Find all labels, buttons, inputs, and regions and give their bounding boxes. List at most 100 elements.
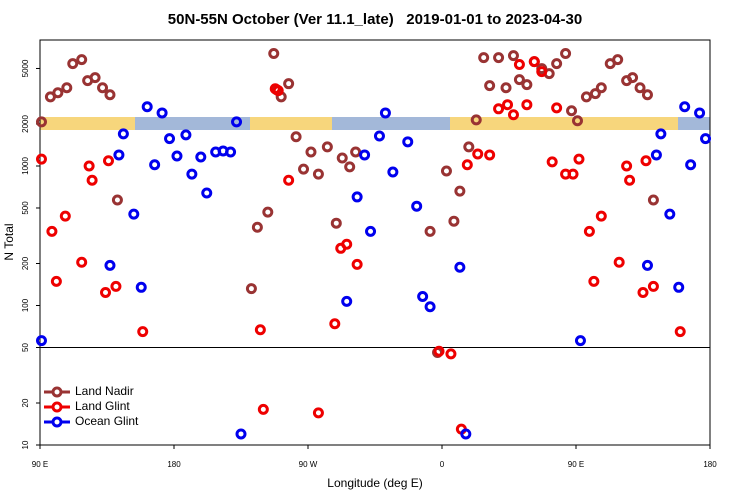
point xyxy=(195,151,207,163)
y-tick-label: 5000 xyxy=(21,59,30,77)
point xyxy=(513,58,525,70)
point xyxy=(588,275,600,287)
point xyxy=(424,301,436,313)
point xyxy=(283,78,295,90)
point xyxy=(180,129,192,141)
point xyxy=(641,89,653,101)
point xyxy=(373,130,385,142)
x-tick-label: 180 xyxy=(703,460,717,469)
point xyxy=(566,105,578,117)
point xyxy=(433,345,445,357)
point xyxy=(341,238,353,250)
x-tick-label: 0 xyxy=(440,460,445,469)
point xyxy=(440,165,452,177)
point xyxy=(351,258,363,270)
point xyxy=(402,136,414,148)
point xyxy=(493,52,505,64)
point xyxy=(507,50,519,62)
point xyxy=(341,295,353,307)
point xyxy=(454,185,466,197)
point xyxy=(536,66,548,78)
y-tick-label: 1000 xyxy=(21,157,30,175)
point xyxy=(573,153,585,165)
point xyxy=(171,150,183,162)
point xyxy=(359,149,371,161)
point xyxy=(336,152,348,164)
point xyxy=(231,116,243,128)
point xyxy=(35,335,47,347)
legend-label: Land Nadir xyxy=(75,384,134,398)
point xyxy=(97,82,109,94)
x-tick-label: 180 xyxy=(167,460,181,469)
point xyxy=(35,116,47,128)
point xyxy=(612,54,624,66)
point xyxy=(679,101,691,113)
point xyxy=(344,161,356,173)
point xyxy=(111,194,123,206)
x-tick-label: 90 E xyxy=(568,460,584,469)
point xyxy=(156,107,168,119)
point xyxy=(365,225,377,237)
point xyxy=(312,407,324,419)
point xyxy=(254,324,266,336)
point xyxy=(350,146,362,158)
point xyxy=(164,133,176,145)
point xyxy=(484,149,496,161)
point xyxy=(445,348,457,360)
point xyxy=(387,166,399,178)
point xyxy=(312,168,324,180)
point xyxy=(472,148,484,160)
point xyxy=(647,280,659,292)
point xyxy=(574,335,586,347)
point xyxy=(650,149,662,161)
y-tick-label: 20 xyxy=(21,398,30,407)
point xyxy=(507,109,519,121)
point xyxy=(571,115,583,127)
point xyxy=(135,281,147,293)
point xyxy=(272,85,284,97)
point xyxy=(137,326,149,338)
point xyxy=(86,174,98,186)
point xyxy=(521,99,533,111)
point xyxy=(201,187,213,199)
plot-frame xyxy=(39,39,711,446)
x-tick-label: 90 E xyxy=(32,460,48,469)
point xyxy=(321,141,333,153)
point xyxy=(128,208,140,220)
point xyxy=(463,141,475,153)
y-tick-label: 100 xyxy=(21,298,30,312)
point xyxy=(35,153,47,165)
point xyxy=(493,103,505,115)
point xyxy=(460,428,472,440)
y-tick-label: 50 xyxy=(21,342,30,351)
point xyxy=(110,280,122,292)
point xyxy=(685,159,697,171)
point xyxy=(694,107,706,119)
point xyxy=(528,56,540,68)
point xyxy=(567,168,579,180)
point xyxy=(330,217,342,229)
point xyxy=(478,52,490,64)
point xyxy=(257,403,269,415)
point xyxy=(46,225,58,237)
point xyxy=(149,159,161,171)
point xyxy=(251,221,263,233)
point xyxy=(100,286,112,298)
point xyxy=(640,155,652,167)
point xyxy=(546,156,558,168)
point xyxy=(470,114,482,126)
legend-label: Land Glint xyxy=(75,399,130,413)
point xyxy=(113,149,125,161)
point xyxy=(595,82,607,94)
point xyxy=(580,91,592,103)
point xyxy=(235,428,247,440)
point xyxy=(104,259,116,271)
point xyxy=(52,87,64,99)
point xyxy=(641,259,653,271)
point xyxy=(283,174,295,186)
background-band xyxy=(40,117,710,130)
point xyxy=(484,80,496,92)
point xyxy=(647,194,659,206)
legend-label: Ocean Glint xyxy=(75,414,139,428)
